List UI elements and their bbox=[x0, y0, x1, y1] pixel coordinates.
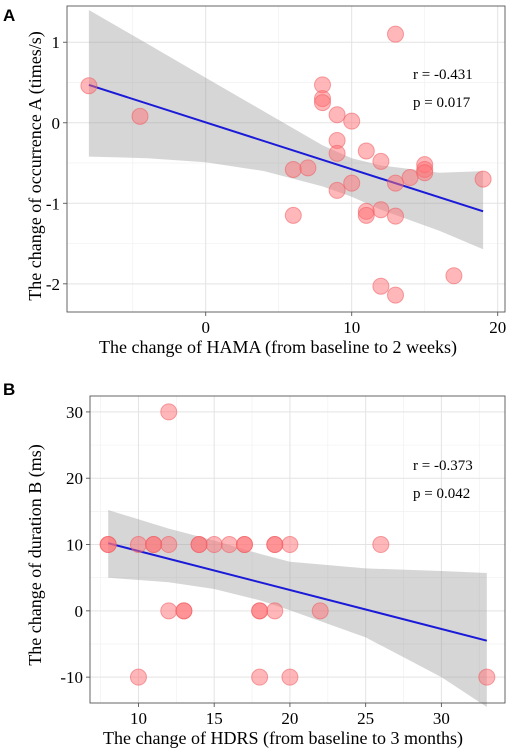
panel-b-p-label: p = 0.042 bbox=[413, 486, 470, 502]
data-point bbox=[474, 170, 492, 188]
data-point bbox=[445, 267, 463, 285]
data-point bbox=[281, 668, 299, 686]
y-tick-label: 1 bbox=[52, 33, 61, 52]
data-point bbox=[372, 201, 390, 219]
panel-a-r-label: r = -0.431 bbox=[413, 67, 473, 83]
data-point bbox=[145, 536, 163, 554]
panel-a-points bbox=[80, 25, 492, 304]
x-tick-label: 20 bbox=[281, 709, 298, 728]
y-tick-label: 30 bbox=[66, 403, 83, 422]
panel-a-ticks: 0 10 20 -2 -1 0 1 bbox=[46, 33, 506, 337]
data-point bbox=[131, 107, 149, 125]
data-point bbox=[129, 668, 147, 686]
data-point bbox=[372, 152, 390, 170]
data-point bbox=[251, 668, 269, 686]
data-point bbox=[357, 206, 375, 224]
data-point bbox=[220, 536, 238, 554]
y-tick-label: 10 bbox=[66, 536, 83, 555]
panel-a-border bbox=[66, 5, 506, 313]
panel-a-letter: A bbox=[3, 6, 15, 25]
data-point bbox=[357, 142, 375, 160]
panel-b-letter: B bbox=[3, 380, 15, 399]
panel-a-y-axis-title: The change of occurrence A (times/s) bbox=[25, 31, 46, 300]
data-point bbox=[328, 181, 346, 199]
panel-a-x-axis-title: The change of HAMA (from baseline to 2 w… bbox=[99, 337, 457, 358]
data-point bbox=[387, 25, 404, 43]
y-tick-label: 20 bbox=[66, 469, 83, 488]
panel-a-confidence-band bbox=[88, 10, 484, 250]
data-point bbox=[251, 602, 269, 620]
panel-b-points bbox=[99, 403, 496, 686]
data-point bbox=[314, 94, 331, 112]
panel-b-ticks: 10 15 20 25 30 -10 0 10 20 30 bbox=[60, 403, 450, 728]
x-tick-label: 25 bbox=[357, 709, 374, 728]
data-point bbox=[401, 169, 419, 187]
y-tick-label: -10 bbox=[60, 668, 83, 687]
data-point bbox=[235, 536, 253, 554]
panel-b-r-label: r = -0.373 bbox=[413, 458, 473, 474]
data-point bbox=[266, 602, 284, 620]
x-tick-label: 15 bbox=[206, 709, 223, 728]
data-point bbox=[387, 174, 404, 192]
x-tick-label: 0 bbox=[201, 318, 210, 337]
data-point bbox=[99, 536, 117, 554]
data-point bbox=[372, 277, 390, 295]
data-point bbox=[284, 160, 302, 178]
panel-b-y-axis-title: The change of duration B (ms) bbox=[25, 444, 46, 665]
panel-b-border bbox=[89, 395, 506, 704]
data-point bbox=[80, 77, 98, 95]
y-tick-label: 0 bbox=[75, 602, 84, 621]
data-point bbox=[387, 286, 404, 304]
data-point bbox=[160, 602, 178, 620]
data-point bbox=[416, 164, 434, 182]
panel-b-confidence-band bbox=[108, 510, 487, 707]
data-point bbox=[478, 668, 496, 686]
data-point bbox=[299, 159, 317, 177]
y-tick-label: -1 bbox=[46, 194, 60, 213]
x-tick-label: 20 bbox=[489, 318, 506, 337]
data-point bbox=[281, 536, 299, 554]
data-point bbox=[343, 112, 361, 130]
y-tick-label: 0 bbox=[52, 114, 61, 133]
data-point bbox=[387, 207, 404, 225]
panel-b-regression-line bbox=[107, 542, 488, 642]
data-point bbox=[372, 536, 390, 554]
data-point bbox=[129, 536, 147, 554]
x-tick-label: 10 bbox=[343, 318, 360, 337]
y-tick-label: -2 bbox=[46, 275, 60, 294]
x-tick-label: 30 bbox=[433, 709, 450, 728]
data-point bbox=[190, 536, 208, 554]
data-point bbox=[284, 206, 302, 224]
panel-a-p-label: p = 0.017 bbox=[413, 95, 471, 111]
panel-a: A 0 10 20 -2 -1 0 1 r = -0.431 p = 0.017 The c… bbox=[3, 5, 506, 358]
panel-b-x-axis-title: The change of HDRS (from baseline to 3 m… bbox=[103, 728, 463, 749]
data-point bbox=[175, 602, 193, 620]
data-point bbox=[160, 403, 178, 421]
data-point bbox=[311, 602, 329, 620]
panel-a-regression-line bbox=[88, 83, 484, 213]
data-point bbox=[343, 174, 361, 192]
data-point bbox=[205, 536, 223, 554]
data-point bbox=[266, 536, 284, 554]
data-point bbox=[160, 536, 178, 554]
x-tick-label: 10 bbox=[130, 709, 147, 728]
data-point bbox=[328, 144, 346, 162]
panel-b: B 10 15 20 25 30 -10 0 10 20 30 r = -0.373 p = 0.… bbox=[3, 380, 506, 749]
data-point bbox=[328, 106, 346, 124]
